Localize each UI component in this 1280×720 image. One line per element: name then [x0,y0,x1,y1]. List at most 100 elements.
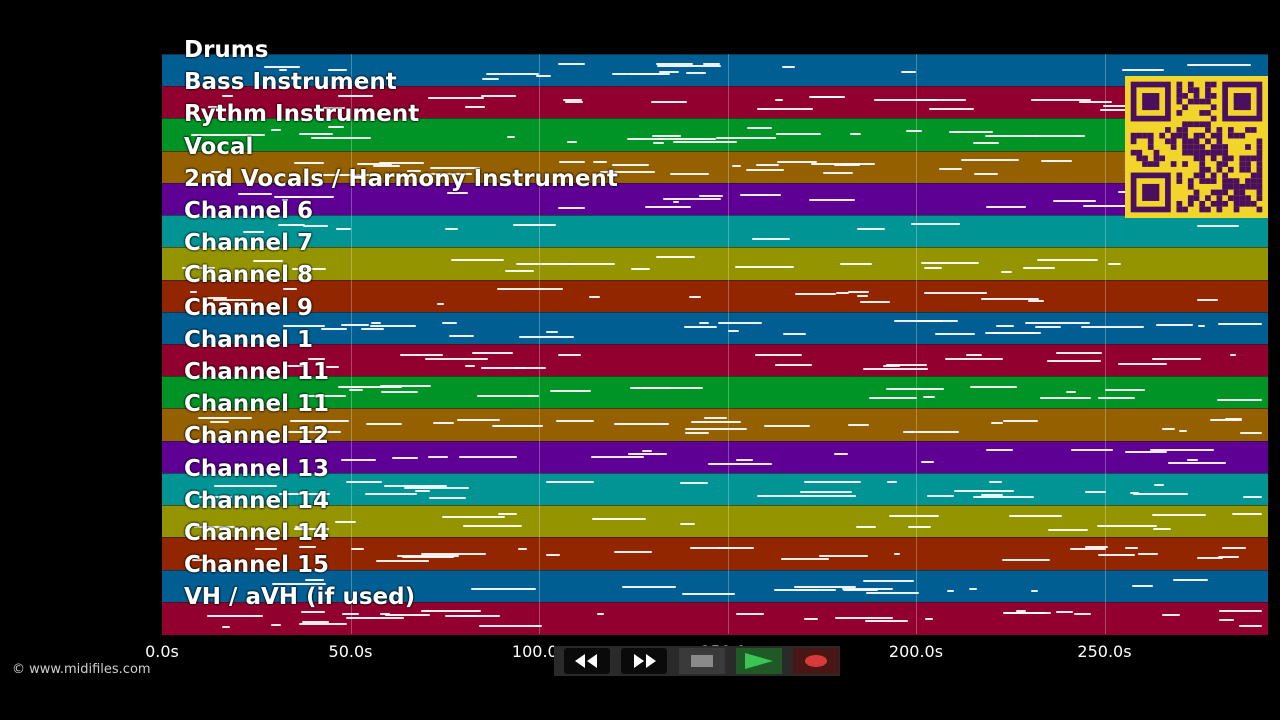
note-mark [652,135,681,138]
note-mark [302,224,329,227]
lane-divider [162,472,1268,474]
note-mark [740,194,781,197]
note-mark [1074,612,1092,615]
note-mark [989,481,1002,484]
note-mark [599,170,656,173]
note-mark [928,108,975,111]
note-mark [274,196,334,199]
note-mark [1133,493,1188,496]
note-mark [299,546,317,549]
note-mark [612,164,649,167]
note-mark [751,238,790,241]
note-mark [379,384,431,387]
note-mark [335,228,351,231]
note-mark [973,496,1035,499]
note-mark [1153,484,1164,487]
note-mark [1209,419,1243,422]
note-mark [685,71,706,74]
note-mark [684,325,717,328]
note-mark [433,422,454,425]
note-mark [903,430,913,433]
piano-roll[interactable] [162,54,1268,635]
note-mark [391,456,418,459]
note-mark [663,198,722,201]
note-mark [1150,448,1215,451]
note-mark [1046,359,1101,362]
note-mark [923,267,942,270]
note-mark [517,548,528,551]
lane-divider [162,376,1268,378]
note-mark [556,420,594,423]
note-mark [973,173,999,176]
note-mark [689,295,701,298]
note-mark [621,586,676,589]
note-mark [375,560,429,563]
stop-button[interactable] [679,648,725,674]
note-mark [198,416,252,419]
note-mark [1137,553,1158,556]
note-mark [803,617,819,620]
note-mark [1108,263,1121,266]
note-mark [1231,513,1262,516]
rewind-button[interactable] [564,648,610,674]
note-mark [294,526,305,529]
note-mark [966,354,982,357]
note-mark [1002,558,1051,561]
note-mark [482,77,499,80]
fast-forward-button[interactable] [621,648,667,674]
note-mark [925,617,934,620]
note-mark [672,200,679,203]
lane-divider [162,311,1268,313]
track-lane [162,440,1268,474]
track-label: Channel 9 [184,294,314,321]
lane-divider [162,118,1268,120]
note-mark [283,325,325,328]
note-mark [945,357,1004,360]
note-mark [518,335,575,338]
lane-divider [162,601,1268,603]
lane-divider [162,279,1268,281]
note-mark [321,327,347,330]
track-lane [162,376,1268,410]
note-mark [628,452,667,455]
track-label: Channel 14 [184,487,330,514]
note-mark [856,227,885,230]
note-mark [378,162,425,165]
note-mark [922,396,935,399]
note-mark [253,259,284,262]
credit-text: © www.midifiles.com [12,662,151,677]
note-mark [428,455,448,458]
note-mark [404,486,469,489]
note-mark [1178,429,1187,432]
note-mark [980,298,1039,301]
track-lane [162,537,1268,571]
note-mark [464,106,485,109]
note-mark [947,590,955,593]
note-mark [447,191,468,194]
note-mark [732,164,741,167]
note-mark [214,484,277,487]
note-mark [545,553,561,556]
lane-divider [162,344,1268,345]
note-mark [415,490,431,493]
note-mark [893,553,900,556]
note-mark [337,385,403,388]
record-button[interactable] [793,648,839,674]
note-mark [194,526,236,529]
note-mark [819,554,868,557]
note-mark [1131,584,1153,587]
note-mark [1218,555,1239,558]
note-mark [901,71,917,74]
note-mark [463,524,522,527]
note-mark [833,452,848,455]
track-label: Channel 7 [184,230,314,257]
note-mark [746,126,772,129]
note-mark [564,262,615,265]
note-mark [278,68,288,71]
note-mark [794,293,837,296]
note-mark [1238,624,1262,627]
note-mark [384,613,430,616]
play-button[interactable] [736,648,782,674]
track-label: Channel 15 [184,552,330,579]
note-mark [642,450,653,453]
